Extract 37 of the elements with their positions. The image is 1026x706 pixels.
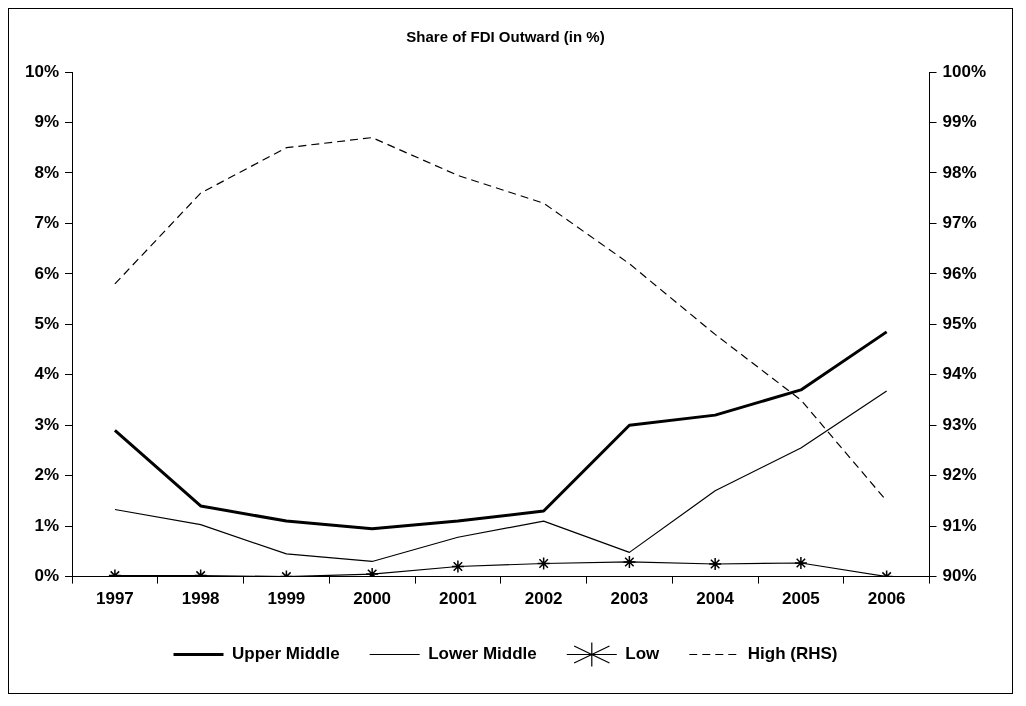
y2-tick-label: 92% bbox=[942, 465, 977, 485]
y2-tick-label: 97% bbox=[942, 213, 977, 233]
legend-label: Upper Middle bbox=[232, 644, 340, 664]
y2-tick-label: 93% bbox=[942, 414, 977, 434]
y-tick-label: 3% bbox=[34, 414, 60, 434]
y-tick-label: 4% bbox=[34, 364, 60, 384]
y-tick-label: 1% bbox=[34, 515, 60, 535]
y2-tick-label: 98% bbox=[942, 162, 977, 182]
x-tick-label: 1998 bbox=[181, 589, 220, 609]
x-tick-label: 1997 bbox=[95, 589, 134, 609]
x-tick-label: 1999 bbox=[267, 589, 306, 609]
y-tick-label: 8% bbox=[34, 162, 60, 182]
legend-label: High (RHS) bbox=[747, 644, 838, 664]
chart-title: Share of FDI Outward (in %) bbox=[406, 28, 605, 46]
y-tick-label: 5% bbox=[34, 313, 60, 333]
legend-label: Lower Middle bbox=[428, 644, 537, 664]
y-tick-label: 2% bbox=[34, 465, 60, 485]
y-tick-label: 7% bbox=[34, 213, 60, 233]
y2-tick-label: 94% bbox=[942, 364, 977, 384]
y-tick-label: 6% bbox=[34, 263, 60, 283]
y2-tick-label: 90% bbox=[942, 566, 977, 586]
x-tick-label: 2002 bbox=[524, 589, 563, 609]
y2-tick-label: 100% bbox=[942, 61, 986, 81]
y-tick-label: 0% bbox=[34, 566, 60, 586]
x-tick-label: 2001 bbox=[438, 589, 477, 609]
y2-tick-label: 99% bbox=[942, 112, 977, 132]
x-tick-label: 2000 bbox=[353, 589, 392, 609]
x-tick-label: 2004 bbox=[696, 589, 735, 609]
y-tick-label: 9% bbox=[34, 112, 60, 132]
legend-label: Low bbox=[625, 644, 661, 664]
x-tick-label: 2003 bbox=[610, 589, 649, 609]
y-tick-label: 10% bbox=[24, 61, 60, 81]
x-tick-label: 2005 bbox=[781, 589, 820, 609]
y2-tick-label: 96% bbox=[942, 263, 977, 283]
x-tick-label: 2006 bbox=[867, 589, 906, 609]
y2-tick-label: 95% bbox=[942, 313, 977, 333]
y2-tick-label: 91% bbox=[942, 515, 977, 535]
